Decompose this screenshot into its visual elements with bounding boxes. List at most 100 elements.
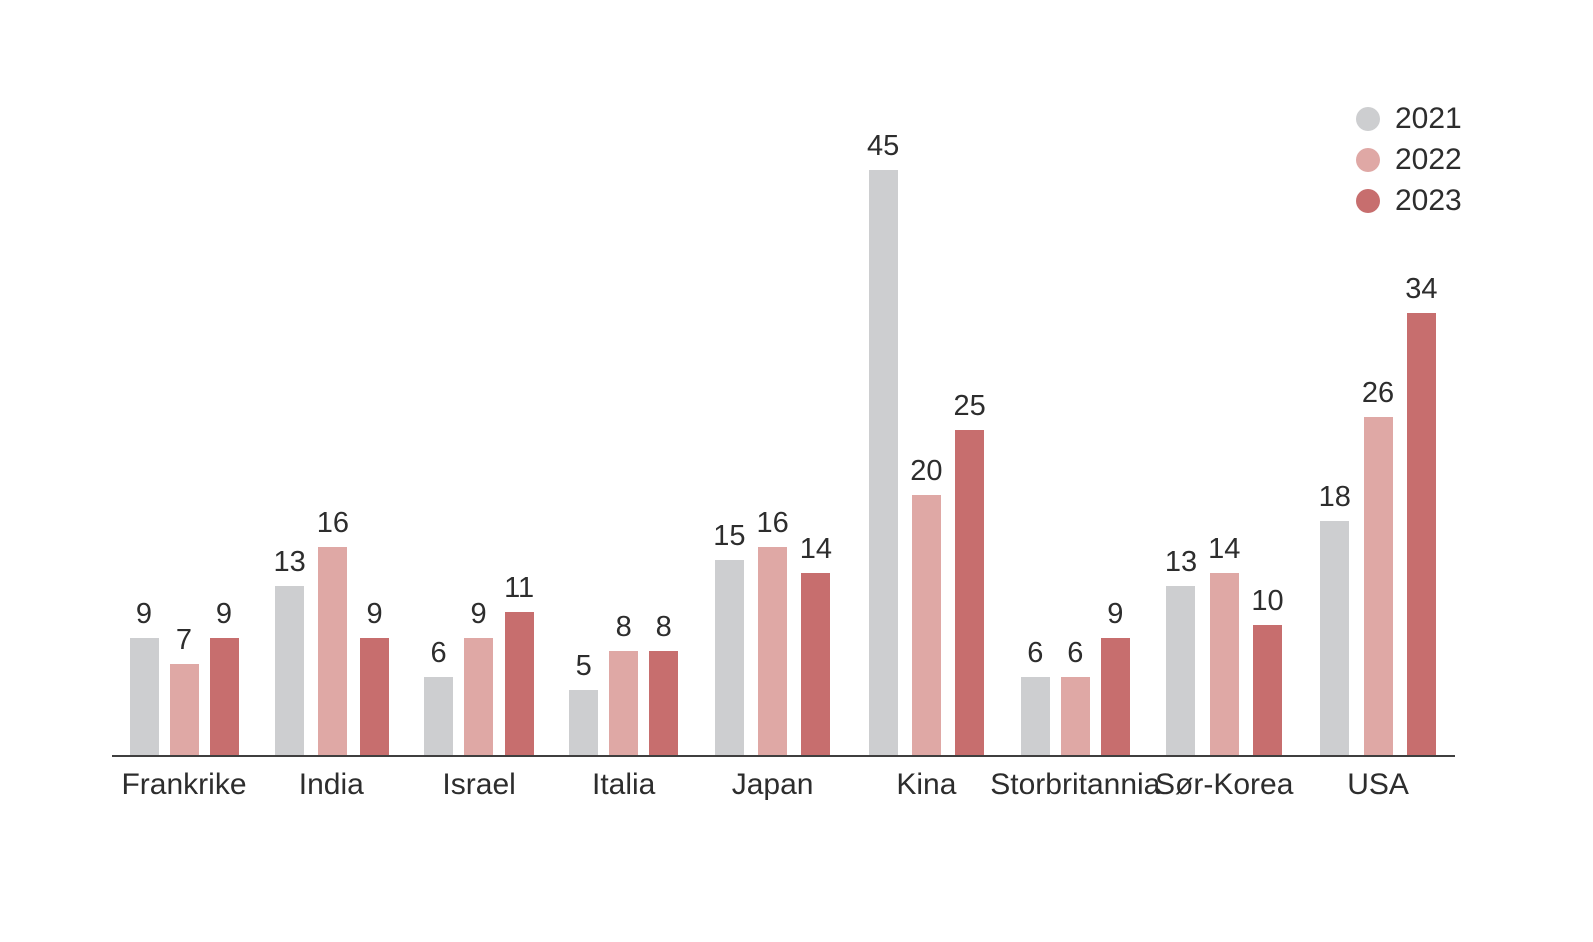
bar-value-label: 13 — [273, 546, 306, 578]
bar-2023 — [1253, 625, 1282, 755]
bar-2022 — [911, 495, 941, 755]
legend-item-2022: 2022 — [1356, 139, 1462, 180]
bar-2021 — [424, 677, 454, 755]
bar-2022 — [609, 651, 639, 755]
legend-dot-2023-icon — [1356, 188, 1380, 213]
category-label: Sør-Korea — [1155, 768, 1294, 801]
category-label: Storbritannia — [990, 768, 1161, 801]
category-label: Italia — [592, 768, 656, 801]
bar-wrap-2023: 8 — [649, 0, 679, 755]
bar-2023 — [504, 612, 534, 755]
bar-group-storbritannia: 6 6 9 Storbritannia — [990, 0, 1160, 800]
bar-wrap-2022: 16 — [317, 0, 349, 755]
bar-wrap-2023: 9 — [1100, 0, 1130, 755]
bar-wrap-2023: 11 — [504, 0, 534, 755]
category-label: Israel — [442, 768, 516, 801]
bar-value-label: 18 — [1318, 481, 1351, 513]
bar-value-label: 10 — [1251, 585, 1284, 617]
bar-value-label: 34 — [1405, 273, 1438, 305]
bar-wrap-2023: 14 — [800, 0, 832, 755]
bar-wrap-2022: 26 — [1362, 0, 1394, 755]
bar-value-label: 13 — [1164, 546, 1198, 578]
bar-wrap-2023: 9 — [360, 0, 390, 755]
bar-wrap-2021: 15 — [713, 0, 745, 755]
bar-wrap-2023: 25 — [954, 0, 986, 755]
category-label: USA — [1347, 768, 1409, 801]
bar-2023 — [955, 430, 985, 755]
bar-wrap-2022: 20 — [910, 0, 943, 755]
bar-group-usa: 18 26 34 USA — [1319, 0, 1438, 800]
category-label: India — [298, 768, 364, 801]
bar-group-japan: 15 16 14 Japan — [713, 0, 832, 800]
legend-label: 2022 — [1395, 142, 1462, 176]
bar-wrap-2021: 45 — [867, 0, 899, 755]
bar-2021 — [868, 170, 898, 755]
bar-2022 — [1209, 573, 1239, 755]
bar-value-label: 20 — [910, 455, 943, 487]
bar-wrap-2021: 6 — [1020, 0, 1050, 755]
bar-value-label: 16 — [316, 507, 350, 539]
bar-value-label: 9 — [135, 598, 153, 630]
bar-2022 — [169, 664, 199, 755]
bar-2022 — [1060, 677, 1090, 755]
bar-2021 — [129, 638, 159, 755]
bar-group-italia: 5 8 8 Italia — [569, 0, 679, 800]
bar-value-label: 6 — [1067, 637, 1084, 669]
bar-2021 — [1020, 677, 1050, 755]
bar-group-israel: 6 9 11 Israel — [424, 0, 534, 800]
bar-wrap-2021: 18 — [1319, 0, 1351, 755]
bar-wrap-2022: 14 — [1208, 0, 1240, 755]
category-label: Frankrike — [121, 768, 247, 801]
bar-2021 — [1166, 586, 1196, 755]
bar-2021 — [569, 690, 599, 755]
bar-value-label: 26 — [1361, 377, 1395, 409]
bar-2022 — [464, 638, 494, 755]
bar-value-label: 5 — [575, 650, 592, 682]
bar-2021 — [275, 586, 305, 755]
legend-label: 2023 — [1395, 183, 1462, 217]
bar-wrap-2022: 9 — [464, 0, 494, 755]
bar-2022 — [318, 547, 348, 755]
bar-value-label: 7 — [175, 624, 193, 656]
category-label: Japan — [731, 768, 814, 801]
bar-wrap-2023: 34 — [1405, 0, 1437, 755]
bar-wrap-2023: 10 — [1251, 0, 1284, 755]
bar-wrap-2022: 7 — [169, 0, 199, 755]
bar-value-label: 14 — [1208, 533, 1241, 565]
bar-wrap-2021: 5 — [569, 0, 599, 755]
bar-value-label: 11 — [504, 572, 535, 604]
bar-wrap-2022: 8 — [609, 0, 639, 755]
bar-wrap-2022: 6 — [1060, 0, 1090, 755]
bar-value-label: 45 — [867, 130, 900, 162]
bar-group-kina: 45 20 25 Kina — [867, 0, 986, 800]
legend-label: 2021 — [1395, 101, 1462, 135]
bar-2022 — [1363, 417, 1393, 755]
bar-2021 — [1320, 521, 1350, 755]
bar-value-label: 8 — [615, 611, 632, 643]
bar-2021 — [714, 560, 744, 755]
bar-wrap-2021: 9 — [129, 0, 159, 755]
bar-wrap-2023: 9 — [209, 0, 239, 755]
bar-group-s-r-korea: 13 14 10 Sør-Korea — [1155, 0, 1293, 800]
plot-area: 9 7 9 Frankrike 13 16 9 India 6 9 11 Israel 5 8 8 Itali… — [112, 0, 1455, 800]
bar-2023 — [801, 573, 831, 755]
legend: 2021 2022 2023 — [1356, 98, 1462, 221]
bar-group-india: 13 16 9 India — [273, 0, 390, 800]
bar-value-label: 6 — [1027, 637, 1044, 669]
bar-value-label: 15 — [713, 520, 746, 552]
legend-dot-2022-icon — [1356, 147, 1380, 172]
bar-value-label: 9 — [470, 598, 487, 630]
bar-value-label: 14 — [799, 533, 832, 565]
bar-2023 — [649, 651, 679, 755]
legend-dot-2021-icon — [1356, 106, 1380, 131]
legend-item-2023: 2023 — [1356, 180, 1462, 221]
bar-value-label: 25 — [953, 390, 986, 422]
bar-value-label: 9 — [366, 598, 383, 630]
bar-2023 — [1100, 638, 1130, 755]
bar-2023 — [360, 638, 390, 755]
bar-group-frankrike: 9 7 9 Frankrike — [121, 0, 246, 800]
bar-value-label: 8 — [655, 611, 672, 643]
legend-item-2021: 2021 — [1356, 98, 1462, 139]
bar-wrap-2021: 13 — [1165, 0, 1197, 755]
